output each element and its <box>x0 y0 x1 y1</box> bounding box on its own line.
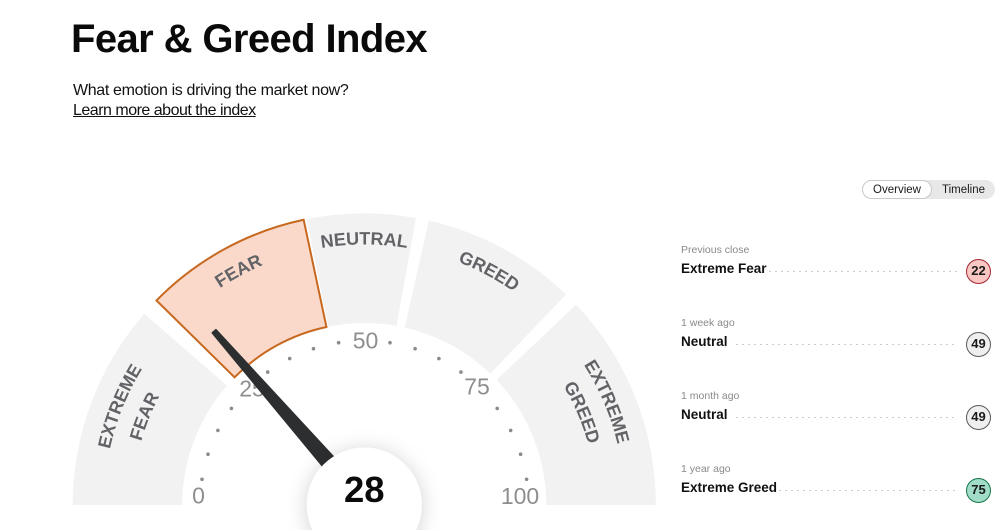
svg-text:50: 50 <box>353 328 379 354</box>
svg-text:100: 100 <box>501 483 539 509</box>
svg-text:75: 75 <box>464 374 490 400</box>
svg-text:0: 0 <box>192 483 205 509</box>
svg-text:NEUTRAL: NEUTRAL <box>319 228 409 251</box>
svg-text:28: 28 <box>344 469 385 510</box>
